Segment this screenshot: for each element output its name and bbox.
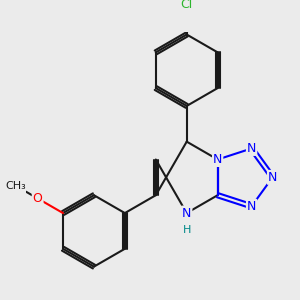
Text: O: O bbox=[33, 192, 43, 205]
Text: N: N bbox=[182, 207, 191, 220]
Text: H: H bbox=[182, 225, 191, 235]
Text: N: N bbox=[247, 200, 256, 213]
Text: Cl: Cl bbox=[181, 0, 193, 11]
Text: N: N bbox=[247, 142, 256, 155]
Text: N: N bbox=[213, 153, 222, 166]
Text: N: N bbox=[268, 171, 277, 184]
Text: CH₃: CH₃ bbox=[5, 181, 26, 190]
